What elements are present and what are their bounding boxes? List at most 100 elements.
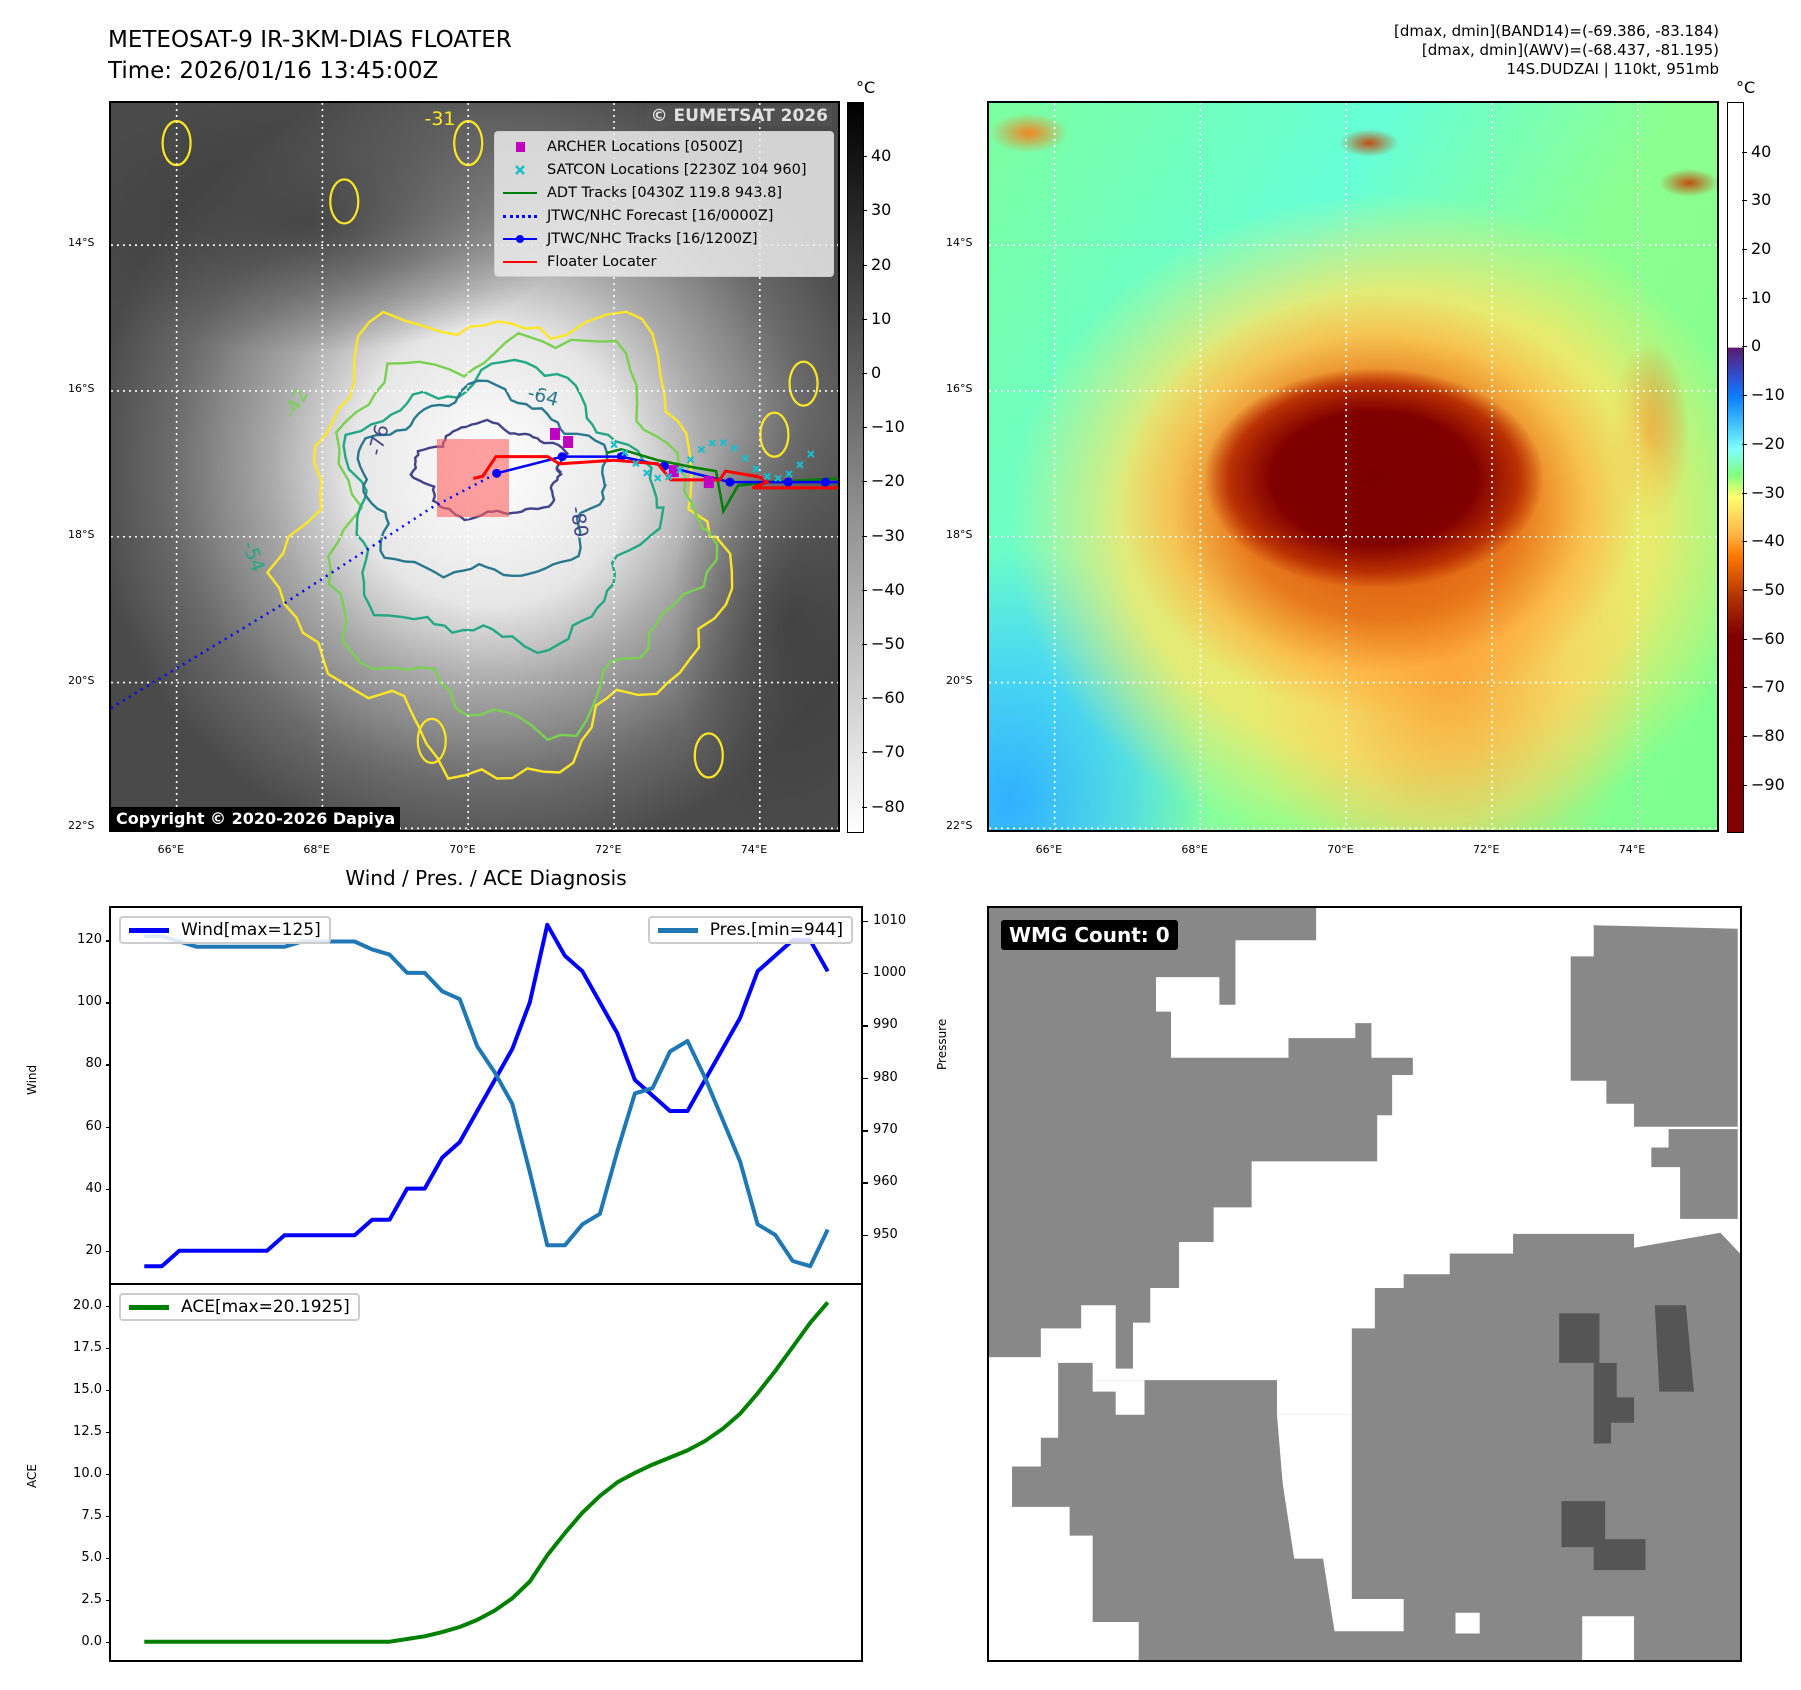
- pressure-axis-tick-mark: [863, 1025, 868, 1027]
- lat-tick-label: 14°S: [946, 236, 973, 250]
- wmg-region: [1559, 1313, 1635, 1444]
- ir-colorbar-tick: 20: [871, 254, 892, 274]
- satcon-location: [741, 454, 749, 462]
- satcon-location: [763, 472, 771, 481]
- wind-axis-tick-mark: [106, 1250, 111, 1253]
- lat-tick-label: 22°S: [68, 819, 95, 833]
- wind-axis-tick-mark: [106, 1126, 111, 1129]
- colorbar-tick-mark: [862, 698, 867, 700]
- lat-tick-label: 20°S: [946, 673, 973, 687]
- color-colorbar: [1727, 102, 1744, 833]
- colorbar-tick-mark: [862, 752, 867, 754]
- archer-location: [703, 476, 714, 489]
- ace-axis-tick-mark: [106, 1347, 111, 1350]
- color-colorbar-unit: °C: [1736, 78, 1756, 97]
- colorbar-tick-mark: [862, 210, 867, 212]
- contour-line: [356, 379, 609, 579]
- colorbar-tick-mark: [1742, 492, 1747, 494]
- legend-symbol-icon: [503, 209, 537, 223]
- series-line-pressure: [144, 934, 830, 1269]
- ace-axis-tick-mark: [106, 1557, 111, 1560]
- contour-label: -31: [424, 108, 455, 130]
- info-band14: [dmax, dmin](BAND14)=(-69.386, -83.184): [1394, 22, 1719, 40]
- ace-axis-tick-label: 17.5: [73, 1339, 102, 1355]
- satcon-location: [632, 459, 640, 468]
- pressure-axis-tick-label: 1010: [873, 912, 907, 928]
- series-line-wind: [144, 922, 830, 1269]
- wmg-region: [1276, 1414, 1404, 1632]
- color-colorbar-tick: −20: [1751, 433, 1785, 453]
- lon-tick-label: 70°E: [1327, 843, 1354, 856]
- lon-tick-label: 66°E: [157, 843, 185, 856]
- satcon-location: [796, 461, 804, 469]
- ace-axis-label: ACE: [25, 1464, 39, 1488]
- satcon-location: [719, 438, 728, 447]
- wind-axis-tick-mark: [106, 1064, 111, 1066]
- lat-tick-label: 18°S: [68, 527, 95, 541]
- ace-legend-label: ACE[max=20.1925]: [181, 1297, 350, 1317]
- lat-tick-label: 22°S: [946, 819, 973, 833]
- wind-legend-swatch: [129, 927, 169, 933]
- lon-tick-label: 74°E: [1618, 843, 1646, 856]
- ace-axis-tick-mark: [106, 1515, 111, 1518]
- color-colorbar-tick: 40: [1751, 141, 1772, 161]
- wind-axis-tick-label: 80: [85, 1056, 102, 1072]
- pressure-axis-tick-label: 960: [873, 1174, 898, 1190]
- floater-locater-track: [472, 455, 838, 490]
- pressure-axis-tick-mark: [863, 972, 868, 975]
- wmg-region: [1570, 925, 1738, 1127]
- legend-item: ARCHER Locations [0500Z]: [495, 135, 833, 158]
- legend-label: Floater Locater: [547, 253, 657, 270]
- ace-legend: ACE[max=20.1925]: [119, 1293, 360, 1321]
- ace-axis-tick-label: 15.0: [73, 1381, 102, 1397]
- wmg-count-badge: WMG Count: 0: [1001, 920, 1178, 950]
- colorbar-tick-mark: [1742, 541, 1747, 543]
- satcon-location: [664, 473, 673, 481]
- jtwc-track-point: [492, 468, 502, 478]
- info-awv: [dmax, dmin](AWV)=(-68.437, -81.195): [1421, 41, 1719, 59]
- satcon-location: [774, 474, 782, 483]
- wind-axis-tick-mark: [106, 1002, 111, 1004]
- satcon-location: [675, 466, 684, 474]
- color-colorbar-tick: 10: [1751, 287, 1772, 307]
- wind-pressure-plot: Wind[max=125] Pres.[min=944]: [109, 906, 863, 1285]
- ace-plot: ACE[max=20.1925]: [109, 1283, 863, 1662]
- satcon-location: [752, 465, 760, 473]
- legend-symbol-icon: [503, 140, 537, 154]
- colorbar-tick-mark: [1742, 443, 1747, 445]
- eumetsat-watermark: © EUMETSAT 2026: [646, 106, 832, 126]
- colorbar-tick-mark: [862, 264, 867, 266]
- lat-tick-label: 16°S: [68, 381, 95, 395]
- satcon-location: [697, 445, 706, 454]
- color-colorbar-tick: −60: [1751, 628, 1785, 648]
- pressure-axis-tick-label: 980: [873, 1069, 898, 1085]
- colorbar-tick-mark: [1742, 638, 1747, 640]
- satcon-location: [686, 455, 695, 464]
- pressure-legend-swatch: [657, 927, 698, 933]
- lat-tick-label: 16°S: [946, 381, 973, 395]
- contour-label: -80: [565, 505, 592, 539]
- pressure-axis-tick-mark: [863, 920, 868, 923]
- ir-colorbar-tick: −60: [871, 688, 905, 708]
- colorbar-tick-mark: [862, 535, 867, 537]
- ace-axis-tick-label: 10.0: [73, 1465, 102, 1481]
- pressure-legend: Pres.[min=944]: [647, 916, 853, 944]
- map-legend: ARCHER Locations [0500Z] SATCON Locations…: [494, 131, 834, 277]
- colorbar-tick-mark: [862, 427, 867, 429]
- diagnosis-title: Wind / Pres. / ACE Diagnosis: [345, 866, 627, 890]
- lon-tick-label: 68°E: [1181, 843, 1208, 856]
- colorbar-tick-mark: [1742, 200, 1747, 202]
- jtwc-track-point: [820, 477, 830, 487]
- ace-axis-tick-mark: [106, 1389, 111, 1392]
- colorbar-tick-mark: [1742, 395, 1747, 397]
- color-colorbar-tick: −50: [1751, 579, 1785, 599]
- ir-colorbar-tick: −30: [871, 525, 905, 545]
- title-time: Time: 2026/01/16 13:45:00Z: [108, 58, 439, 84]
- pressure-axis-tick-label: 950: [873, 1226, 898, 1242]
- wind-legend: Wind[max=125]: [119, 916, 331, 944]
- color-map-grid: [989, 103, 1717, 830]
- color-colorbar-tick: 0: [1751, 336, 1762, 356]
- color-enhanced-image: [989, 103, 1717, 830]
- color-colorbar-tick: −10: [1751, 385, 1785, 405]
- legend-item: SATCON Locations [2230Z 104 960]: [495, 158, 833, 181]
